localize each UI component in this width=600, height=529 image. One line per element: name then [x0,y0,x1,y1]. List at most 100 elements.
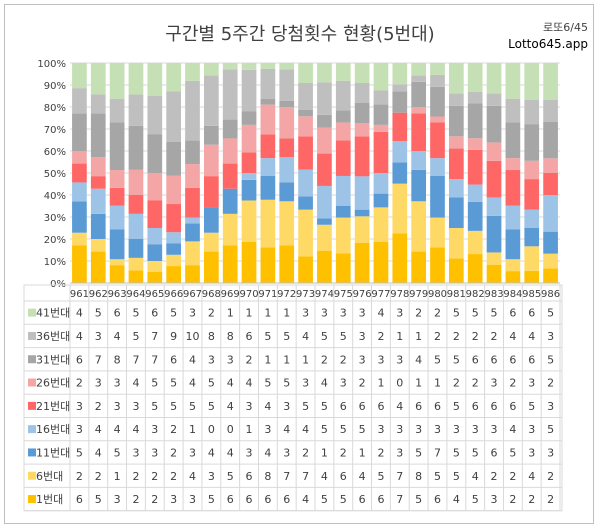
bar-segment [185,223,200,242]
bar-segment [72,182,87,202]
y-tick-label: 50% [44,169,66,180]
bar-segment [317,153,332,186]
bar-segment [392,63,408,85]
table-cell-value: 5 [472,307,479,320]
table-cell-value: 1 [246,423,253,436]
table-cell-value: 3 [472,423,479,436]
bar-segment [543,268,558,283]
bar-segment [147,261,163,272]
bar-segment [317,127,332,154]
table-cell-value: 4 [227,377,234,390]
bar-segment [411,151,427,170]
bar-segment [411,113,427,151]
bar-segment [467,91,483,104]
table-cell-value: 7 [396,470,403,483]
table-cell-value: 7 [151,330,158,343]
table-cell-value: 7 [302,470,309,483]
bar-segment [392,84,408,92]
bar-segment [222,63,238,70]
table-cell-value: 4 [509,423,516,436]
bar-segment [335,253,351,283]
bar-segment [505,271,521,283]
bar-segment [430,86,445,117]
table-cell-value: 3 [302,307,309,320]
table-cell-value: 1 [396,330,403,343]
table-cell-value: 5 [453,400,460,413]
legend-label: 16번대 [36,423,70,436]
table-cell-value: 5 [114,446,121,459]
table-cell-value: 4 [528,470,535,483]
table-cell-value: 2 [170,423,177,436]
table-cell-value: 3 [114,400,121,413]
bar-segment [524,160,540,180]
table-cell-value: 2 [491,330,498,343]
bar-segment [128,257,144,271]
x-tick-label: 982 [466,289,485,300]
table-cell-value: 2 [95,400,102,413]
bar-segment [72,232,87,246]
table-cell-value: 6 [359,493,366,506]
bar-segment [317,114,332,128]
table-cell-value: 4 [415,353,422,366]
bar-segment [373,131,389,173]
table-cell-value: 8 [208,330,215,343]
bar-segment [128,63,144,95]
table-cell-value: 4 [227,400,234,413]
table-cell-value: 1 [227,307,234,320]
table-cell-value: 3 [302,377,309,390]
table-cell-value: 4 [114,423,121,436]
bar-segment [109,205,125,230]
bar-segment [448,136,464,149]
bar-segment [411,251,427,283]
table-cell-value: 7 [396,493,403,506]
table-cell-value: 4 [472,470,479,483]
table-cell-value: 4 [302,330,309,343]
table-cell-value: 1 [189,423,196,436]
bar-segment [373,173,389,194]
bar-segment [505,170,521,206]
legend-swatch [28,331,36,340]
table-cell-value: 4 [76,330,83,343]
bar-segment [505,98,521,123]
table-cell-value: 2 [547,377,554,390]
legend-swatch [28,378,36,387]
bar-segment [392,162,408,184]
bar-segment [467,230,483,255]
bar-segment [524,209,540,228]
x-tick-label: 981 [447,289,466,300]
bar-segment [392,183,408,234]
bar-segment [317,82,332,115]
table-cell-value: 5 [340,423,347,436]
brand-site: Lotto645.app [508,37,588,51]
bar-segment [109,63,125,99]
y-tick-label: 100% [37,59,66,70]
x-tick-label: 977 [371,289,390,300]
table-cell-value: 6 [246,330,253,343]
table-cell-value: 2 [509,470,516,483]
table-cell-value: 6 [434,400,441,413]
bar-segment [335,122,351,141]
bar-segment [430,122,445,159]
table-cell-value: 3 [76,423,83,436]
table-cell-value: 5 [491,307,498,320]
table-cell-value: 5 [547,423,554,436]
legend-swatch [28,425,36,434]
bar-segment [430,247,445,283]
bar-segment [203,207,219,233]
bar-segment [147,272,163,283]
table-cell-value: 6 [340,470,347,483]
table-cell-value: 4 [132,423,139,436]
y-tick-label: 60% [44,147,66,158]
table-cell-value: 6 [528,353,535,366]
bar-segment [203,144,219,177]
table-cell-value: 4 [264,400,271,413]
table-cell-value: 5 [76,446,83,459]
legend-swatch [28,401,36,410]
bar-segment [260,199,276,248]
legend-label: 1번대 [36,493,63,506]
table-cell-value: 3 [151,423,158,436]
legend-swatch [28,308,36,317]
table-cell-value: 6 [377,493,384,506]
bar-segment [392,112,408,142]
bar-segment [317,63,332,83]
